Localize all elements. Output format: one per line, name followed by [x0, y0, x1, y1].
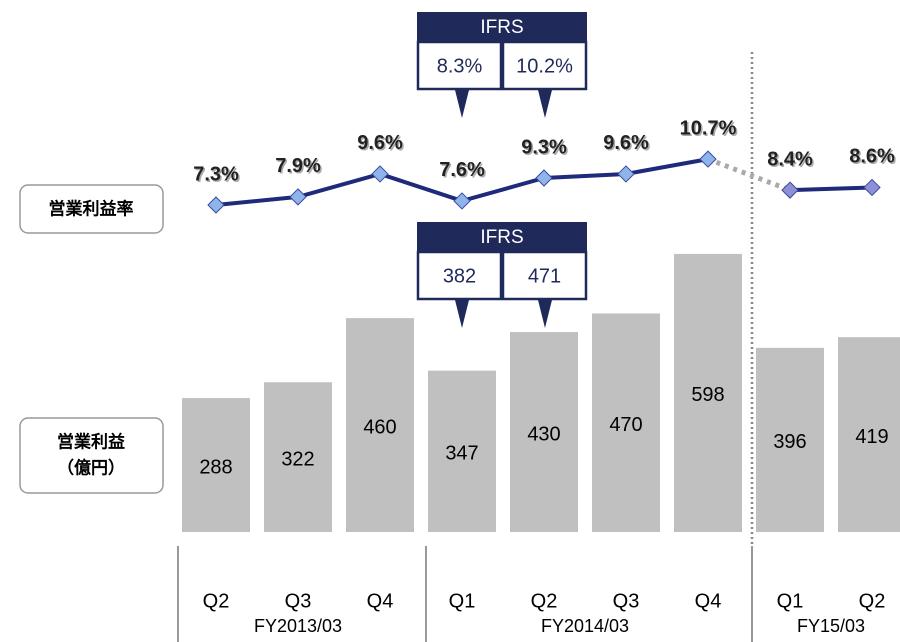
margin-label-shadow: 9.3% — [523, 138, 569, 160]
bar-label: 347 — [445, 443, 478, 465]
marker — [863, 178, 881, 197]
callout-value: 471 — [528, 265, 561, 287]
callout-pointer — [538, 90, 552, 118]
bar — [346, 318, 414, 532]
x-tick-label: Q1 — [777, 590, 804, 612]
margin-label: 7.9% — [275, 155, 321, 177]
bar-label: 598 — [691, 384, 724, 406]
margin-label-shadow: 8.4% — [769, 150, 815, 172]
x-tick-label: Q2 — [531, 590, 558, 612]
bar-label: 288 — [199, 456, 232, 478]
margin-label: 9.6% — [603, 132, 649, 154]
x-tick-label: Q2 — [859, 590, 886, 612]
margin-label-shadow: 9.6% — [359, 134, 405, 156]
bar-label: 322 — [281, 448, 314, 470]
x-tick-label: Q4 — [695, 590, 722, 612]
margin-label-shadow: 7.3% — [195, 165, 241, 187]
margin-label: 9.3% — [521, 136, 567, 158]
connector — [707, 156, 791, 193]
group-label: FY2014/03 — [541, 616, 629, 636]
row-label: 営業利益 — [57, 431, 125, 451]
callout-cell — [416, 40, 503, 91]
x-tick-label: Q4 — [367, 590, 394, 612]
group-label: FY15/03 — [797, 616, 865, 636]
row-label: 営業利益率 — [49, 198, 134, 218]
row-label-unit: （億円） — [57, 457, 125, 477]
callout-pointer — [455, 300, 469, 328]
marker — [453, 192, 471, 210]
x-tick-label: Q3 — [285, 590, 312, 612]
marker — [371, 165, 389, 183]
margin-label: 7.6% — [439, 159, 485, 181]
x-tick-label: Q3 — [613, 590, 640, 612]
callout-header — [417, 12, 587, 42]
bar — [674, 253, 742, 532]
margin-label: 9.6% — [357, 132, 403, 154]
margin-label: 7.3% — [193, 163, 239, 185]
margin-line — [789, 185, 873, 193]
marker — [781, 181, 799, 199]
callout-pointer — [455, 90, 469, 118]
bar — [756, 347, 824, 532]
marker — [289, 188, 307, 206]
bar — [838, 337, 900, 532]
group-label: FY2013/03 — [254, 616, 342, 636]
margin-label-shadow: 9.6% — [605, 134, 651, 156]
margin-label-shadow: 7.6% — [441, 161, 487, 183]
callout-cell — [501, 250, 588, 301]
bar-label: 460 — [363, 416, 396, 438]
row-label-box — [19, 417, 164, 494]
bar-label: 419 — [855, 426, 888, 448]
bar-label: 430 — [527, 423, 560, 445]
callout-value: 10.2% — [516, 55, 573, 77]
callout-title: IFRS — [480, 17, 523, 38]
x-tick-label: Q1 — [449, 590, 476, 612]
marker — [617, 165, 635, 183]
margin-label-shadow: 8.6% — [851, 147, 897, 169]
callout-header — [417, 222, 587, 252]
bar — [428, 370, 496, 532]
bar — [182, 398, 250, 532]
bar — [510, 332, 578, 532]
bar-label: 470 — [609, 414, 642, 436]
margin-label-shadow: 7.9% — [277, 157, 323, 179]
margin-label-shadow: 10.7% — [681, 119, 738, 141]
callout-cell — [501, 40, 588, 91]
bar — [592, 313, 660, 532]
callout-title: IFRS — [480, 227, 523, 248]
bar — [264, 382, 332, 532]
callout-cell — [416, 250, 503, 301]
marker — [535, 169, 553, 187]
marker — [699, 150, 717, 168]
bar-label: 396 — [773, 431, 806, 453]
marker — [207, 196, 225, 214]
callout-pointer — [538, 300, 552, 328]
margin-label: 10.7% — [680, 117, 737, 139]
x-tick-label: Q2 — [203, 590, 230, 612]
margin-label: 8.4% — [767, 148, 813, 170]
row-label-box — [19, 184, 164, 234]
callout-value: 382 — [443, 265, 476, 287]
margin-label: 8.6% — [849, 146, 895, 168]
callout-value: 8.3% — [437, 55, 483, 77]
